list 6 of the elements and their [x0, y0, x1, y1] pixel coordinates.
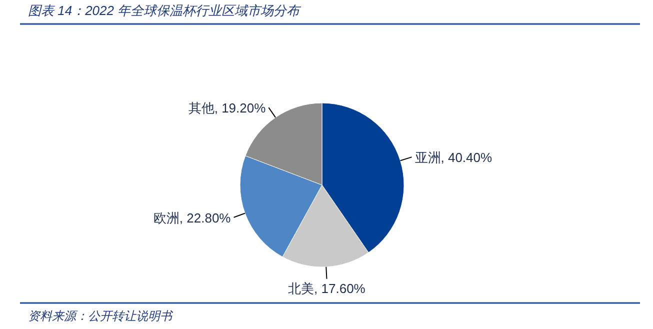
slice-label: 欧洲, 22.80%: [153, 210, 232, 226]
slice-label: 北美, 17.60%: [288, 280, 366, 296]
chart-title: 图表 14：2022 年全球保温杯行业区域市场分布: [28, 3, 302, 18]
slice-label: 其他, 19.20%: [188, 100, 266, 116]
slice-label: 亚洲, 40.40%: [414, 150, 493, 166]
text: 资料来源：公开转让说明书: [28, 309, 174, 323]
